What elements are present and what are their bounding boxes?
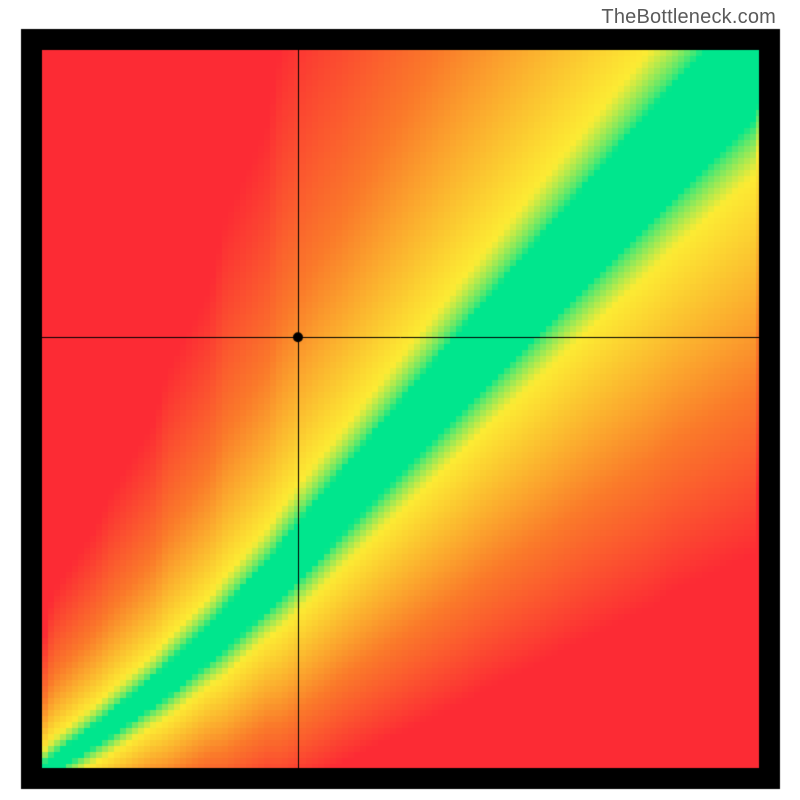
- chart-container: TheBottleneck.com: [0, 0, 800, 800]
- heatmap-canvas: [0, 0, 800, 800]
- watermark-text: TheBottleneck.com: [601, 6, 776, 29]
